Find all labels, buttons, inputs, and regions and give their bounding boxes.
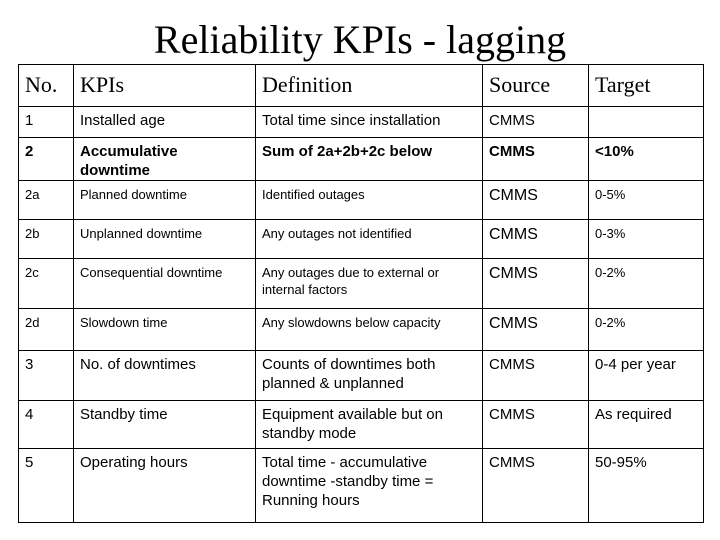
header-row: No. KPIs Definition Source Target — [18, 64, 704, 107]
source-cell: CMMS — [482, 308, 589, 351]
kpi-cell: Operating hours — [73, 448, 256, 523]
target-cell: 0-2% — [588, 258, 704, 309]
source-cell: CMMS — [482, 448, 589, 523]
definition-cell: Counts of downtimes both planned & unpla… — [255, 350, 483, 401]
table-row: 2c Consequential downtime Any outages due … — [18, 258, 704, 309]
kpi-cell: No. of downtimes — [73, 350, 256, 401]
source-cell: CMMS — [482, 137, 589, 181]
slide-title: Reliability KPIs - lagging — [153, 17, 567, 62]
kpi-cell: Consequential downtime — [73, 258, 256, 309]
number-cell: 2 — [18, 137, 74, 181]
kpi-table: No. KPIs Definition Source Target 1 Installed… — [18, 64, 704, 523]
kpi-cell: Planned downtime — [73, 180, 256, 220]
table-row: 2 Accumulative downtime Sum of 2a+2b+2c be… — [18, 137, 704, 181]
table-row: 2b Unplanned downtime Any outages not iden… — [18, 219, 704, 259]
kpi-cell: Installed age — [73, 106, 256, 138]
target-cell: 0-5% — [588, 180, 704, 220]
definition-cell: Total time - accumulative downtime -stan… — [255, 448, 483, 523]
table-row: 2a Planned downtime Identified outages CMMS… — [18, 180, 704, 220]
target-cell: 0-2% — [588, 308, 704, 351]
number-cell: 4 — [18, 400, 74, 449]
kpi-cell: Standby time — [73, 400, 256, 449]
kpi-cell: Accumulative downtime — [73, 137, 256, 181]
definition-cell: Total time since installation — [255, 106, 483, 138]
header-cell: Target — [588, 64, 704, 107]
definition-cell: Equipment available but on standby mode — [255, 400, 483, 449]
number-cell: 2b — [18, 219, 74, 259]
kpi-cell: Slowdown time — [73, 308, 256, 351]
target-cell: 0-3% — [588, 219, 704, 259]
header-cell: No. — [18, 64, 74, 107]
target-cell: 50-95% — [588, 448, 704, 523]
target-cell — [588, 106, 704, 138]
source-cell: CMMS — [482, 400, 589, 449]
target-cell: <10% — [588, 137, 704, 181]
kpi-cell: Unplanned downtime — [73, 219, 256, 259]
number-cell: 2d — [18, 308, 74, 351]
header-cell: Definition — [255, 64, 483, 107]
target-cell: As required — [588, 400, 704, 449]
table-row: 2d Slowdown time Any slowdowns below capac… — [18, 308, 704, 351]
header-cell: KPIs — [73, 64, 256, 107]
number-cell: 5 — [18, 448, 74, 523]
source-cell: CMMS — [482, 180, 589, 220]
table-row: 3 No. of downtimes Counts of downtimes bot… — [18, 350, 704, 401]
definition-cell: Any outages not identified — [255, 219, 483, 259]
table-row: 4 Standby time Equipment available but on … — [18, 400, 704, 449]
definition-cell: Any slowdowns below capacity — [255, 308, 483, 351]
source-cell: CMMS — [482, 106, 589, 138]
number-cell: 1 — [18, 106, 74, 138]
definition-cell: Sum of 2a+2b+2c below — [255, 137, 483, 181]
source-cell: CMMS — [482, 219, 589, 259]
source-cell: CMMS — [482, 350, 589, 401]
target-cell: 0-4 per year — [588, 350, 704, 401]
header-cell: Source — [482, 64, 589, 107]
table-row: 5 Operating hours Total time - accumulativ… — [18, 448, 704, 523]
definition-cell: Any outages due to external or internal … — [255, 258, 483, 309]
source-cell: CMMS — [482, 258, 589, 309]
number-cell: 2c — [18, 258, 74, 309]
number-cell: 3 — [18, 350, 74, 401]
table-row: 1 Installed age Total time since installat… — [18, 106, 704, 138]
number-cell: 2a — [18, 180, 74, 220]
definition-cell: Identified outages — [255, 180, 483, 220]
